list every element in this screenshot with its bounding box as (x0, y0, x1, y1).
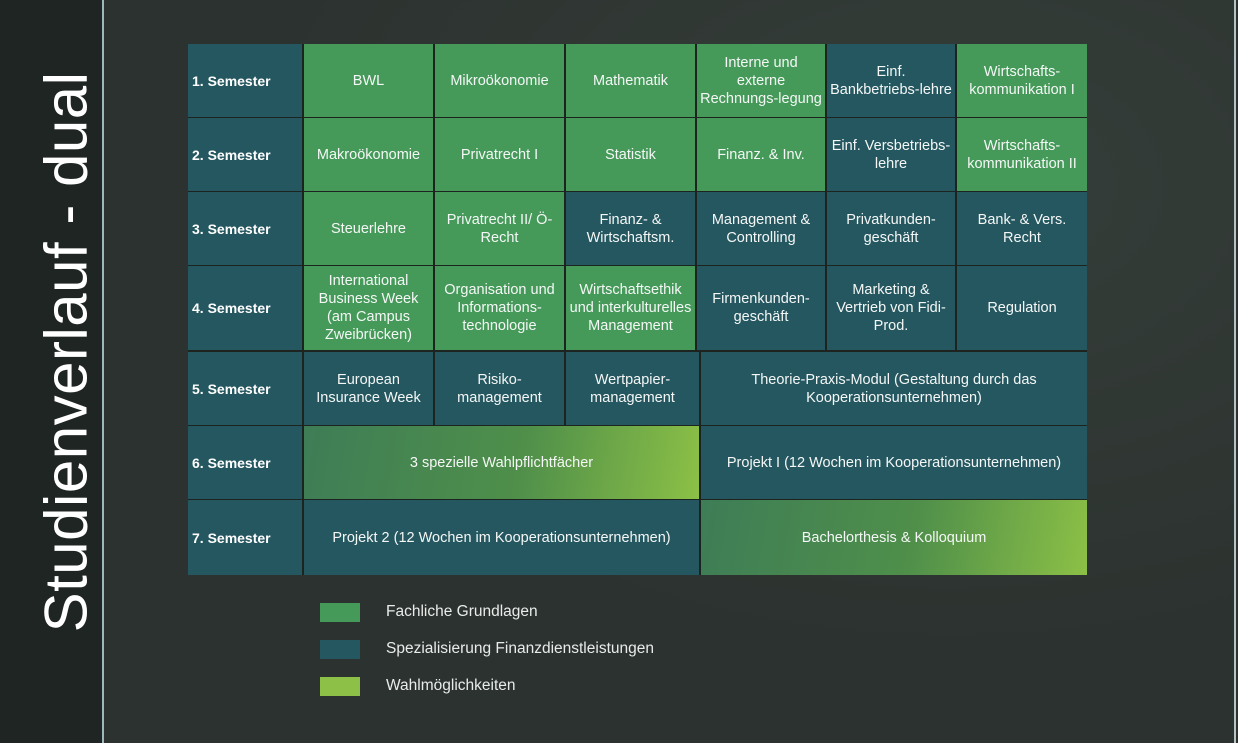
semester-label: 7. Semester (188, 500, 302, 575)
module-informationstechnologie: Organisation und Informations-technologi… (435, 266, 564, 350)
module-versbetriebslehre: Einf. Versbetriebs-lehre (827, 118, 955, 191)
page-title: Studienverlauf - dual (32, 71, 100, 633)
legend-swatch-lime (320, 676, 360, 696)
module-statistik: Statistik (566, 118, 695, 191)
semester-label: 5. Semester (188, 352, 302, 425)
legend-label: Wahlmöglichkeiten (386, 677, 516, 694)
module-bachelorthesis: Bachelorthesis & Kolloquium (701, 500, 1087, 575)
legend-swatch-blue (320, 639, 360, 659)
module-steuerlehre: Steuerlehre (304, 192, 433, 265)
sidebar-panel (0, 0, 102, 743)
module-firmenkundengeschaeft: Firmenkunden-geschäft (697, 266, 825, 350)
legend-item: Fachliche Grundlagen (320, 600, 654, 624)
module-mikrooekonomie: Mikroökonomie (435, 44, 564, 117)
module-wirtschaftskommunikation-2: Wirtschafts-kommunikation II (957, 118, 1087, 191)
module-management-controlling: Management & Controlling (697, 192, 825, 265)
module-privatrecht-1: Privatrecht I (435, 118, 564, 191)
legend-swatch-green (320, 602, 360, 622)
module-projekt-1: Projekt I (12 Wochen im Kooperationsunte… (701, 426, 1087, 499)
curriculum-grid: 1. Semester 2. Semester 3. Semester 4. S… (188, 44, 1087, 575)
legend-item: Spezialisierung Finanzdienstleistungen (320, 637, 654, 661)
semester-label: 4. Semester (188, 266, 302, 350)
module-regulation: Regulation (957, 266, 1087, 350)
semester-label: 1. Semester (188, 44, 302, 117)
module-bankbetriebslehre: Einf. Bankbetriebs-lehre (827, 44, 955, 117)
semester-label: 3. Semester (188, 192, 302, 265)
module-business-week: International Business Week (am Campus Z… (304, 266, 433, 350)
legend-label: Fachliche Grundlagen (386, 603, 538, 620)
module-bwl: BWL (304, 44, 433, 117)
legend-label: Spezialisierung Finanzdienstleistungen (386, 640, 654, 657)
module-wirtschaftsethik: Wirtschaftsethik und interkulturelles Ma… (566, 266, 695, 350)
module-finanz-inv: Finanz. & Inv. (697, 118, 825, 191)
module-wertpapiermanagement: Wertpapier-management (566, 352, 699, 425)
right-edge-line (1234, 0, 1236, 743)
module-bank-vers-recht: Bank- & Vers. Recht (957, 192, 1087, 265)
module-marketing-vertrieb: Marketing & Vertrieb von Fidi-Prod. (827, 266, 955, 350)
module-wirtschaftskommunikation-1: Wirtschafts-kommunikation I (957, 44, 1087, 117)
module-theorie-praxis: Theorie-Praxis-Modul (Gestaltung durch d… (701, 352, 1087, 425)
module-privatkundengeschaeft: Privatkunden-geschäft (827, 192, 955, 265)
module-mathematik: Mathematik (566, 44, 695, 117)
module-insurance-week: European Insurance Week (304, 352, 433, 425)
module-privatrecht-2: Privatrecht II/ Ö-Recht (435, 192, 564, 265)
module-wirtschaftsm: Finanz- & Wirtschaftsm. (566, 192, 695, 265)
semester-label: 2. Semester (188, 118, 302, 191)
legend-item: Wahlmöglichkeiten (320, 674, 654, 698)
semester-label: 6. Semester (188, 426, 302, 499)
module-projekt-2: Projekt 2 (12 Wochen im Kooperationsunte… (304, 500, 699, 575)
module-makrooekonomie: Makroökonomie (304, 118, 433, 191)
module-risikomanagement: Risiko-management (435, 352, 564, 425)
module-wahlpflichtfaecher: 3 spezielle Wahlpflichtfächer (304, 426, 699, 499)
module-rechnungslegung: Interne und externe Rechnungs-legung (697, 44, 825, 117)
sidebar-divider (102, 0, 104, 743)
legend: Fachliche Grundlagen Spezialisierung Fin… (320, 600, 654, 711)
